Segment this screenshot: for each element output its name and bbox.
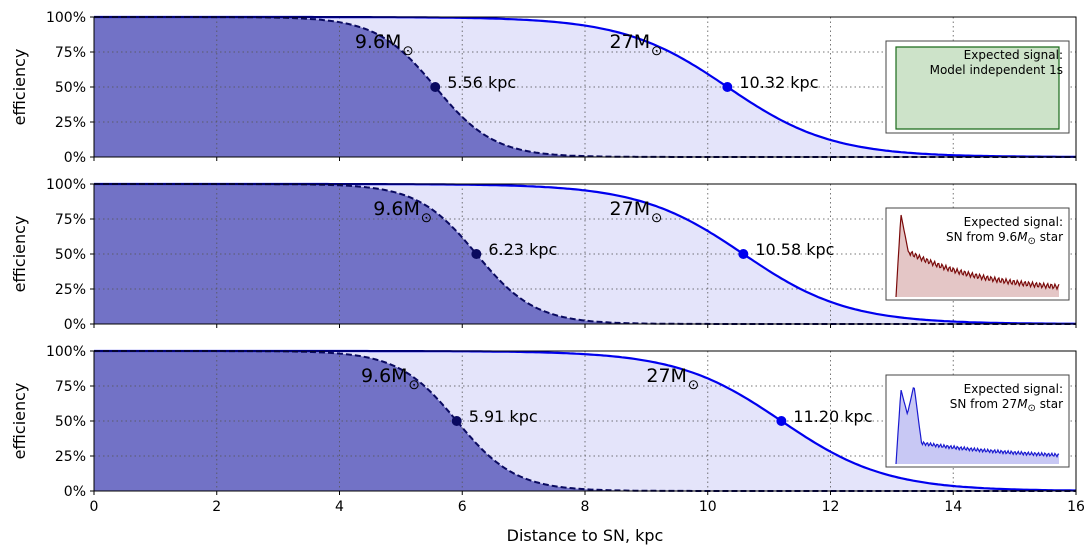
mass-label-27msun: 27M [610, 31, 651, 53]
x-axis-title: Distance to SN, kpc [507, 526, 664, 545]
point-50pct-27msun [776, 416, 787, 426]
distance-label-27msun: 10.32 kpc [739, 73, 818, 92]
point-50pct-27msun [722, 82, 733, 92]
inset-subtitle-pre: SN from 9.6 [946, 230, 1017, 244]
inset-signal-shape [895, 46, 1060, 130]
x-tick-label: 10 [699, 499, 717, 515]
inset-subtitle-post: star [1036, 397, 1063, 411]
y-tick-label: 75% [55, 45, 86, 61]
distance-label-9.6msun: 5.56 kpc [447, 73, 516, 92]
y-tick-label: 0% [64, 484, 86, 500]
x-tick-label: 14 [944, 499, 962, 515]
inset-subtitle: SN from 27M⊙ star [950, 397, 1063, 414]
y-tick-label: 0% [64, 317, 86, 333]
y-tick-label: 50% [55, 414, 86, 430]
mass-label-27msun: 27M [610, 198, 651, 220]
inset-signal-fill [896, 215, 1059, 297]
distance-label-27msun: 10.58 kpc [755, 240, 834, 259]
mass-label-27msun: 27M [646, 365, 687, 387]
sun-symbol-dot-icon [655, 216, 658, 219]
inset-subtitle: SN from 9.6M⊙ star [946, 230, 1063, 247]
y-tick-label: 50% [55, 247, 86, 263]
distance-label-27msun: 11.20 kpc [793, 407, 872, 426]
sun-symbol-icon [652, 46, 662, 56]
x-tick-label: 4 [335, 499, 344, 515]
inset-signal: Expected signal:SN from 27M⊙ star [885, 374, 1070, 468]
panel-2: 6.23 kpc 10.58 kpc 9.6M 27M 0% 25% 50% 75% 100% e… [10, 177, 1077, 333]
mass-label-9.6msun: 9.6M [355, 31, 402, 53]
inset-subtitle-mass: M [1017, 230, 1028, 244]
sun-symbol-dot-icon [407, 49, 409, 52]
y-tick-label: 25% [55, 449, 86, 465]
x-tick-label: 16 [1067, 499, 1085, 515]
inset-signal-line [895, 214, 1060, 298]
y-tick-label: 25% [55, 282, 86, 298]
sun-symbol-icon [688, 380, 698, 390]
y-tick-label: 25% [55, 115, 86, 131]
distance-label-9.6msun: 5.91 kpc [469, 407, 538, 426]
y-axis-title: efficiency [10, 49, 29, 126]
mass-label-9.6msun: 9.6M [361, 365, 408, 387]
sun-symbol-dot-icon [413, 383, 415, 386]
distance-label-9.6msun: 6.23 kpc [488, 240, 557, 259]
inset-subtitle: Model independent 1s [930, 63, 1063, 77]
point-50pct-9.6msun [430, 82, 441, 92]
panel-3: 5.91 kpc 11.20 kpc 9.6M 27M 0% 25% 50% 75% 100% 0… [10, 344, 1085, 515]
y-tick-label: 75% [55, 379, 86, 395]
sun-symbol-icon [421, 213, 431, 223]
inset-title: Expected signal: [964, 382, 1063, 396]
inset-title: Expected signal: [964, 48, 1063, 62]
x-tick-label: 12 [822, 499, 840, 515]
panel-1: 5.56 kpc 10.32 kpc 9.6M 27M 0% 25% 50% 75% 100% e… [10, 10, 1077, 166]
grid [94, 351, 1076, 491]
x-tick-label: 2 [212, 499, 221, 515]
y-tick-label: 75% [55, 212, 86, 228]
sun-symbol-icon [403, 46, 413, 56]
sun-symbol-icon [652, 213, 662, 223]
y-tick-label: 100% [46, 177, 86, 193]
x-tick-label: 8 [581, 499, 590, 515]
y-tick-label: 100% [46, 10, 86, 26]
mass-label-9.6msun: 9.6M [373, 198, 420, 220]
inset-subtitle-pre: SN from 27 [950, 397, 1017, 411]
sun-symbol-dot-icon [655, 49, 658, 52]
inset-signal: Expected signal:Model independent 1s [885, 40, 1070, 134]
point-50pct-27msun [738, 249, 749, 259]
inset-subtitle-sun: ⊙ [1028, 403, 1036, 414]
inset-subtitle-post: star [1036, 230, 1063, 244]
grid [94, 17, 1076, 157]
sun-symbol-icon [409, 380, 419, 390]
x-tick-label: 6 [458, 499, 467, 515]
grid [94, 184, 1076, 324]
sun-symbol-dot-icon [692, 383, 695, 386]
x-tick-label: 0 [90, 499, 99, 515]
inset-subtitle-sun: ⊙ [1028, 236, 1036, 247]
y-tick-label: 50% [55, 80, 86, 96]
y-tick-label: 0% [64, 150, 86, 166]
inset-subtitle-mass: M [1017, 397, 1028, 411]
inset-signal-line [895, 387, 1060, 465]
inset-signal: Expected signal:SN from 9.6M⊙ star [885, 207, 1070, 301]
sun-symbol-dot-icon [425, 216, 428, 219]
y-tick-label: 100% [46, 344, 86, 360]
point-50pct-9.6msun [471, 249, 482, 259]
y-axis-title: efficiency [10, 216, 29, 293]
y-axis-title: efficiency [10, 383, 29, 460]
point-50pct-9.6msun [451, 416, 462, 426]
inset-title: Expected signal: [964, 215, 1063, 229]
